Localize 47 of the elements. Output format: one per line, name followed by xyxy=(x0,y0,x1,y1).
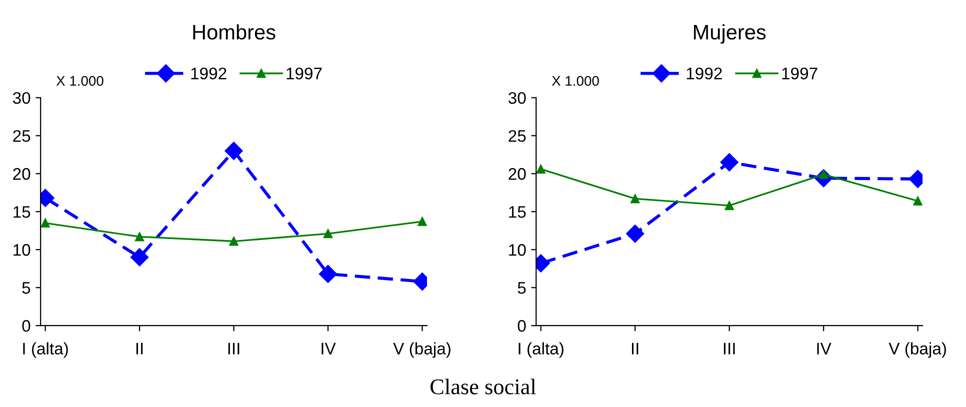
legend-label: 1997 xyxy=(286,68,322,80)
y-tick-label: 15 xyxy=(14,206,30,218)
text: Clase social xyxy=(430,378,536,394)
x-tick-label: V (baja) xyxy=(393,342,450,358)
chart-title: Hombres xyxy=(193,24,276,40)
x-tick-label: I (alta) xyxy=(518,342,564,358)
y-tick-label: 10 xyxy=(509,244,526,256)
y-tick-label: 25 xyxy=(13,130,30,142)
x-tick-label: IV xyxy=(817,342,832,354)
legend-label: 1992 xyxy=(686,68,722,80)
x-tick-label: II xyxy=(136,342,143,354)
x-tick-label: IV xyxy=(322,342,336,354)
legend-label: 1992 xyxy=(191,68,226,80)
point xyxy=(720,153,738,172)
point xyxy=(626,224,644,243)
point xyxy=(130,248,149,266)
x-tick-label: III xyxy=(228,342,240,354)
y-tick-label: 5 xyxy=(22,282,30,294)
y-tick-label: 20 xyxy=(508,168,526,180)
y-tick-label: 20 xyxy=(13,168,30,180)
text: X 1.000 xyxy=(552,76,599,86)
x-tick-label: I (alta) xyxy=(23,342,68,358)
point xyxy=(324,229,333,238)
point xyxy=(418,217,427,226)
point xyxy=(536,164,546,174)
chart-title: Mujeres xyxy=(694,24,766,44)
x-tick-label: V (baja) xyxy=(888,342,946,358)
point xyxy=(135,232,144,242)
y-tick-label: 30 xyxy=(12,92,30,104)
point xyxy=(229,236,238,246)
y-tick-label: 10 xyxy=(14,244,30,256)
point xyxy=(630,194,640,204)
x-tick-label: III xyxy=(724,342,735,354)
text: X 1.000 xyxy=(56,76,104,86)
x-tick-label: II xyxy=(632,342,638,354)
point xyxy=(40,218,50,228)
y-tick-label: 30 xyxy=(508,92,526,104)
y-tick-label: 15 xyxy=(509,206,526,218)
y-tick-label: 0 xyxy=(518,320,526,332)
legend-label: 1997 xyxy=(782,68,818,80)
point xyxy=(318,264,338,283)
y-tick-label: 5 xyxy=(518,282,526,294)
y-tick-label: 25 xyxy=(508,130,526,142)
point xyxy=(724,201,734,210)
point xyxy=(224,142,243,160)
point xyxy=(913,196,922,206)
y-tick-label: 0 xyxy=(22,320,30,332)
